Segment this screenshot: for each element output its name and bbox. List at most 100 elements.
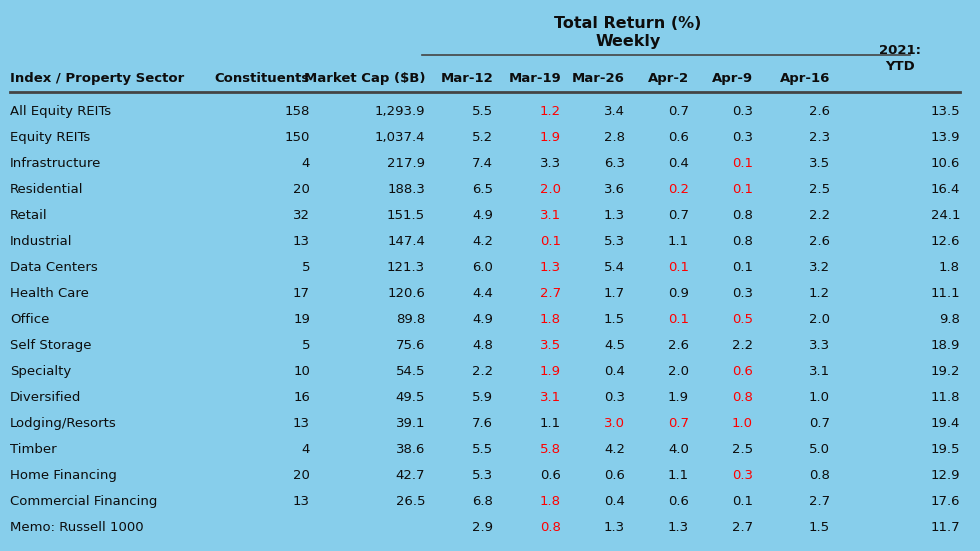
Text: 1.3: 1.3 <box>668 521 689 534</box>
Text: Index / Property Sector: Index / Property Sector <box>10 72 184 85</box>
Text: 19: 19 <box>293 313 310 326</box>
Text: 2.0: 2.0 <box>540 183 561 196</box>
Text: 2.9: 2.9 <box>472 521 493 534</box>
Text: 17.6: 17.6 <box>930 495 960 508</box>
Text: 19.2: 19.2 <box>930 365 960 378</box>
Text: 13: 13 <box>293 495 310 508</box>
Text: 11.1: 11.1 <box>930 287 960 300</box>
Text: 1.3: 1.3 <box>604 209 625 222</box>
Text: 0.8: 0.8 <box>732 391 753 404</box>
Text: 217.9: 217.9 <box>387 157 425 170</box>
Text: Health Care: Health Care <box>10 287 89 300</box>
Text: 3.5: 3.5 <box>808 157 830 170</box>
Text: 39.1: 39.1 <box>396 417 425 430</box>
Text: 3.6: 3.6 <box>604 183 625 196</box>
Text: 1.9: 1.9 <box>668 391 689 404</box>
Text: 2.5: 2.5 <box>732 443 753 456</box>
Text: 5.5: 5.5 <box>472 105 493 118</box>
Text: 0.3: 0.3 <box>732 469 753 482</box>
Text: 16: 16 <box>293 391 310 404</box>
Text: 0.3: 0.3 <box>604 391 625 404</box>
Text: 0.1: 0.1 <box>732 157 753 170</box>
Text: 0.2: 0.2 <box>668 183 689 196</box>
Text: 3.0: 3.0 <box>604 417 625 430</box>
Text: Timber: Timber <box>10 443 57 456</box>
Text: 7.6: 7.6 <box>472 417 493 430</box>
Text: 5.8: 5.8 <box>540 443 561 456</box>
Text: 4: 4 <box>302 157 310 170</box>
Text: Mar-19: Mar-19 <box>509 72 561 85</box>
Text: 2.5: 2.5 <box>808 183 830 196</box>
Text: 4.2: 4.2 <box>604 443 625 456</box>
Text: 1.1: 1.1 <box>668 469 689 482</box>
Text: 2.7: 2.7 <box>808 495 830 508</box>
Text: 1.2: 1.2 <box>808 287 830 300</box>
Text: 26.5: 26.5 <box>396 495 425 508</box>
Text: 0.8: 0.8 <box>540 521 561 534</box>
Text: 6.8: 6.8 <box>472 495 493 508</box>
Text: 1.1: 1.1 <box>668 235 689 248</box>
Text: 54.5: 54.5 <box>396 365 425 378</box>
Text: 0.1: 0.1 <box>732 495 753 508</box>
Text: 4.0: 4.0 <box>668 443 689 456</box>
Text: 2.6: 2.6 <box>809 105 830 118</box>
Text: Lodging/Resorts: Lodging/Resorts <box>10 417 117 430</box>
Text: 4.2: 4.2 <box>472 235 493 248</box>
Text: 188.3: 188.3 <box>387 183 425 196</box>
Text: Market Cap ($B): Market Cap ($B) <box>304 72 425 85</box>
Text: 10.6: 10.6 <box>931 157 960 170</box>
Text: Self Storage: Self Storage <box>10 339 91 352</box>
Text: Constituents: Constituents <box>215 72 310 85</box>
Text: 0.6: 0.6 <box>540 469 561 482</box>
Text: 120.6: 120.6 <box>387 287 425 300</box>
Text: Weekly: Weekly <box>596 34 661 49</box>
Text: 49.5: 49.5 <box>396 391 425 404</box>
Text: 6.0: 6.0 <box>472 261 493 274</box>
Text: Memo: Russell 1000: Memo: Russell 1000 <box>10 521 144 534</box>
Text: 1.5: 1.5 <box>604 313 625 326</box>
Text: Data Centers: Data Centers <box>10 261 98 274</box>
Text: 1.3: 1.3 <box>604 521 625 534</box>
Text: 1.9: 1.9 <box>540 365 561 378</box>
Text: 38.6: 38.6 <box>396 443 425 456</box>
Text: 0.6: 0.6 <box>668 131 689 144</box>
Text: Commercial Financing: Commercial Financing <box>10 495 158 508</box>
Text: 18.9: 18.9 <box>931 339 960 352</box>
Text: 0.7: 0.7 <box>668 209 689 222</box>
Text: All Equity REITs: All Equity REITs <box>10 105 111 118</box>
Text: 1.0: 1.0 <box>732 417 753 430</box>
Text: 1.8: 1.8 <box>540 495 561 508</box>
Text: 1.0: 1.0 <box>809 391 830 404</box>
Text: 0.4: 0.4 <box>604 365 625 378</box>
Text: 1.8: 1.8 <box>939 261 960 274</box>
Text: Specialty: Specialty <box>10 365 72 378</box>
Text: Mar-26: Mar-26 <box>572 72 625 85</box>
Text: 5.2: 5.2 <box>472 131 493 144</box>
Text: 4.9: 4.9 <box>472 209 493 222</box>
Text: 147.4: 147.4 <box>387 235 425 248</box>
Text: 1.7: 1.7 <box>604 287 625 300</box>
Text: 4.9: 4.9 <box>472 313 493 326</box>
Text: 13: 13 <box>293 417 310 430</box>
Text: Home Financing: Home Financing <box>10 469 117 482</box>
Text: 1.8: 1.8 <box>540 313 561 326</box>
Text: 17: 17 <box>293 287 310 300</box>
Text: 0.5: 0.5 <box>732 313 753 326</box>
Text: 4.4: 4.4 <box>472 287 493 300</box>
Text: 13: 13 <box>293 235 310 248</box>
Text: Total Return (%): Total Return (%) <box>555 16 702 31</box>
Text: 5: 5 <box>302 339 310 352</box>
Text: 12.6: 12.6 <box>930 235 960 248</box>
Text: 5.3: 5.3 <box>472 469 493 482</box>
Text: 1,293.9: 1,293.9 <box>374 105 425 118</box>
Text: 0.7: 0.7 <box>668 105 689 118</box>
Text: 10: 10 <box>293 365 310 378</box>
Text: 2.2: 2.2 <box>732 339 753 352</box>
Text: Apr-16: Apr-16 <box>780 72 830 85</box>
Text: 0.7: 0.7 <box>809 417 830 430</box>
Text: 0.7: 0.7 <box>668 417 689 430</box>
Text: 3.2: 3.2 <box>808 261 830 274</box>
Text: 5.5: 5.5 <box>472 443 493 456</box>
Text: Equity REITs: Equity REITs <box>10 131 90 144</box>
Text: 19.4: 19.4 <box>931 417 960 430</box>
